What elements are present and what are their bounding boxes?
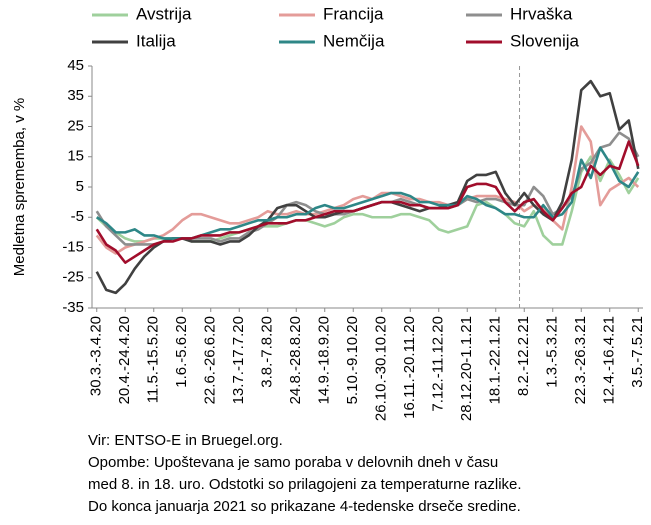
y-tick-label: 5	[76, 178, 84, 195]
legend-label: Slovenija	[510, 31, 580, 50]
y-tick-label: 45	[67, 57, 84, 74]
series-line	[95, 125, 640, 255]
series-line	[95, 140, 640, 264]
y-axis-label: Medletna sprememba, v %	[11, 98, 28, 276]
x-tick-label: 28.12.20-1.1.21	[458, 316, 475, 421]
y-tick-label: 35	[67, 87, 84, 104]
x-tick-label: 20.4.-24.4.20	[116, 316, 133, 404]
x-tick-label: 16.11.-20.11.20	[401, 316, 418, 419]
x-tick-label: 12.4.-16.4.21	[601, 316, 618, 404]
x-tick-label: 14.9.-18.9.20	[316, 316, 333, 404]
series-line	[95, 79, 640, 295]
y-tick-label: 25	[67, 117, 84, 134]
y-tick-label: 15	[67, 148, 84, 165]
y-tick-label: -15	[62, 238, 84, 255]
x-tick-label: 3.5.-7.5.21	[629, 316, 646, 388]
legend-label: Avstrija	[136, 4, 192, 23]
x-tick-label: 7.12.-11.12.20	[430, 316, 447, 412]
note: med 8. in 18. uro. Odstotki so prilagoje…	[88, 476, 522, 493]
x-tick-label: 8.2.-12.2.21	[515, 316, 532, 396]
y-tick-label: -5	[71, 208, 84, 225]
x-tick-label: 5.10.-9.10.20	[344, 316, 361, 404]
legend-label: Hrvaška	[510, 4, 573, 23]
legend-label: Nemčija	[323, 31, 385, 50]
x-tick-label: 1.3.-5.3.21	[544, 316, 561, 388]
x-tick-label: 22.3.-26.3.21	[572, 316, 589, 404]
x-tick-label: 13.7.-17.7.20	[230, 316, 247, 404]
x-tick-label: 26.10.-30.10.20	[373, 316, 390, 421]
note: Do konca januarja 2021 so prikazane 4-te…	[88, 498, 521, 515]
note: Opombe: Upoštevana je samo poraba v delo…	[88, 454, 498, 471]
legend-label: Italija	[136, 31, 176, 50]
x-tick-label: 22.6.-26.6.20	[202, 316, 219, 404]
note: Vir: ENTSO-E in Bruegel.org.	[88, 432, 283, 449]
y-tick-label: -35	[62, 299, 84, 316]
series-line	[95, 131, 640, 246]
y-tick-label: -25	[62, 269, 84, 286]
x-tick-label: 24.8.-28.8.20	[287, 316, 304, 404]
x-tick-label: 18.1.-22.1.21	[487, 316, 504, 404]
x-tick-label: 1.6.-5.6.20	[173, 316, 190, 388]
x-tick-label: 30.3.-3.4.20	[88, 316, 105, 396]
x-tick-label: 3.8.-7.8.20	[259, 316, 276, 388]
legend-label: Francija	[323, 4, 384, 23]
x-tick-label: 11.5.-15.5.20	[145, 316, 162, 403]
